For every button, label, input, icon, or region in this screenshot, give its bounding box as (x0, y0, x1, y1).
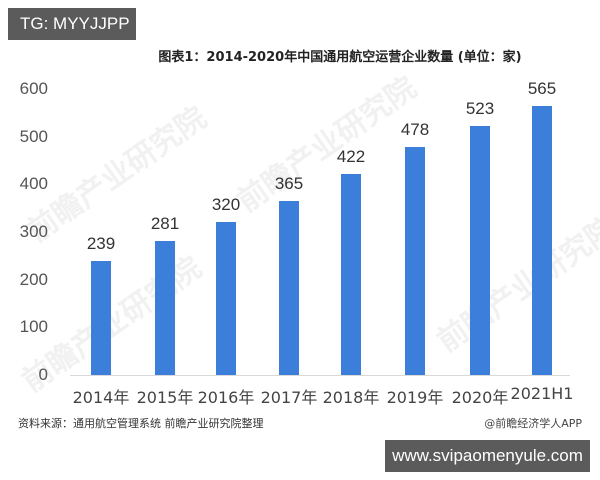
y-tick-label: 400 (19, 174, 48, 194)
bar (279, 201, 299, 375)
x-tick-label: 2015年 (136, 388, 194, 407)
credit-note: @前瞻经济学人APP (484, 417, 582, 430)
bar-value-label: 239 (86, 234, 116, 254)
x-tick-label: 2019年 (386, 388, 444, 407)
y-tick-label: 300 (19, 222, 48, 241)
x-tick-label: 2021H1 (510, 384, 574, 403)
bar-value-label: 365 (274, 174, 304, 194)
tg-badge: TG: MYYJJPP (8, 8, 136, 40)
bar (155, 241, 175, 375)
bar-value-label: 281 (150, 214, 180, 234)
source-note: 资料来源：通用航空管理系统 前瞻产业研究院整理 (18, 417, 264, 430)
bar-value-label: 478 (400, 120, 430, 140)
bar-value-label: 565 (527, 78, 557, 98)
y-tick-label: 500 (19, 126, 48, 146)
x-axis-line (70, 375, 570, 376)
bar (341, 173, 361, 375)
bar-chart: 0 100 200 300 400 500 600 239 2014年 281 2015年 320 20… (19, 78, 574, 407)
y-tick-label: 200 (19, 269, 48, 289)
x-tick-label: 2018年 (322, 388, 380, 407)
url-badge: www.svipaomenyule.com (385, 440, 590, 472)
bar-value-label: 523 (465, 98, 495, 118)
chart-title: 图表1：2014-2020年中国通用航空运营企业数量 (单位：家) (158, 50, 522, 65)
x-tick-label: 2014年 (72, 388, 130, 407)
y-tick-label: 0 (38, 365, 48, 384)
x-tick-label: 2017年 (260, 388, 318, 407)
bar (216, 222, 236, 375)
bar (91, 261, 111, 375)
bar (470, 125, 490, 375)
bar-value-label: 320 (211, 195, 241, 215)
y-tick-label: 600 (19, 79, 48, 98)
bar-value-label: 422 (336, 146, 366, 166)
x-tick-label: 2016年 (197, 388, 255, 407)
x-tick-label: 2020年 (451, 388, 509, 407)
bar (532, 105, 552, 375)
bar (405, 147, 425, 375)
y-tick-label: 100 (19, 317, 48, 337)
